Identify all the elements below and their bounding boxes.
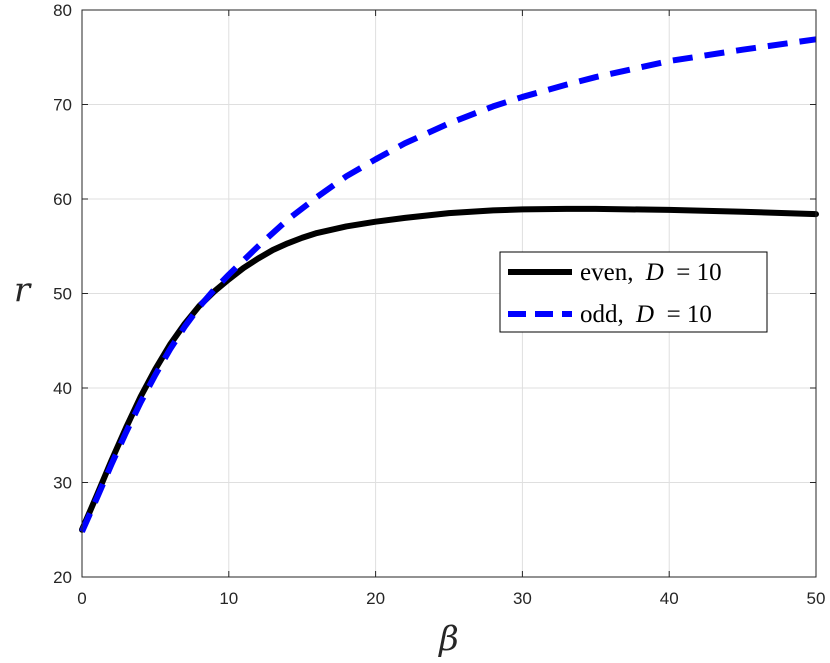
legend-label-even-rest: = 10 [670, 259, 722, 286]
y-tick-label: 70 [53, 96, 72, 115]
series-line-odd [79, 36, 817, 533]
y-tick-labels: 20 30 40 50 60 70 80 [53, 1, 72, 587]
plot-series [79, 36, 819, 533]
legend-label-even: even, D = 10 [580, 259, 722, 286]
x-tick-label: 50 [807, 589, 826, 608]
x-tick-label: 20 [366, 589, 385, 608]
legend: even, D = 10 odd, D = 10 [499, 251, 768, 333]
y-tick-label: 50 [53, 285, 72, 304]
legend-label-odd: odd, D = 10 [580, 301, 712, 328]
y-tick-label: 40 [53, 379, 72, 398]
x-tick-label: 10 [219, 589, 238, 608]
x-tick-label: 40 [660, 589, 679, 608]
y-tick-label: 20 [53, 568, 72, 587]
x-tick-label: 0 [77, 589, 86, 608]
legend-box [499, 251, 768, 333]
x-axis-label: β [437, 619, 459, 659]
axis-ticks [81, 9, 817, 578]
legend-label-odd-rest: = 10 [660, 301, 712, 328]
y-axis-label: r [14, 271, 32, 311]
x-tick-label: 30 [513, 589, 532, 608]
legend-label-even-var: D [645, 259, 664, 286]
y-tick-label: 80 [53, 1, 72, 20]
legend-label-odd-word: odd, [580, 301, 624, 328]
x-tick-labels: 0 10 20 30 40 50 [77, 589, 825, 608]
legend-label-odd-var: D [635, 301, 654, 328]
y-tick-label: 60 [53, 190, 72, 209]
legend-label-even-word: even, [580, 259, 633, 286]
y-tick-label: 30 [53, 474, 72, 493]
